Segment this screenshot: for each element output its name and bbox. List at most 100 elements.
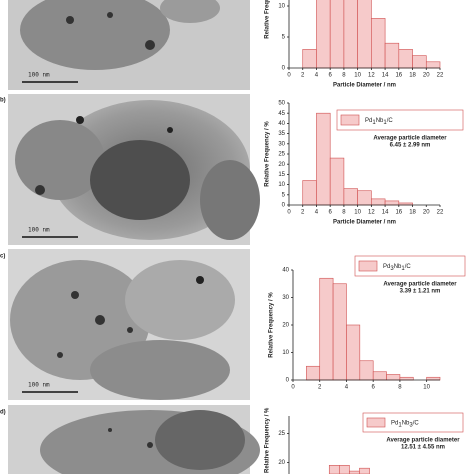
y-tick-label: 5	[282, 35, 286, 41]
bar	[357, 0, 372, 69]
legend-entry: Pd3Nb1/C	[383, 264, 411, 272]
bar	[343, 188, 358, 206]
y-tick-label: 0	[282, 203, 286, 209]
x-tick-label: 8	[342, 210, 346, 216]
bar	[343, 0, 358, 69]
x-tick-label: 16	[395, 73, 402, 79]
scale-bar-label: 100 nm	[28, 227, 50, 234]
y-tick-label: 10	[282, 350, 289, 356]
y-tick-label: 45	[278, 111, 285, 117]
y-tick-label: 30	[278, 141, 285, 147]
y-tick-label: 35	[278, 131, 285, 137]
x-tick-label: 14	[382, 73, 389, 79]
y-tick-label: 40	[282, 268, 289, 274]
y-tick-label: 20	[278, 460, 285, 466]
x-tick-label: 2	[301, 210, 305, 216]
y-axis-label: Relative Frequency / %	[265, 0, 271, 39]
legend-box	[354, 255, 466, 277]
panel-label: c)	[0, 254, 5, 260]
bar	[329, 157, 345, 206]
bar	[386, 374, 401, 381]
x-tick-label: 18	[409, 210, 416, 216]
x-tick-label: 2	[301, 73, 305, 79]
panel-label: d)	[0, 410, 6, 416]
bar	[359, 467, 370, 474]
bar	[357, 190, 372, 206]
bar	[339, 464, 350, 474]
bar	[425, 61, 441, 69]
x-tick-label: 6	[329, 210, 333, 216]
annotation: Average particle diameter	[386, 438, 460, 444]
bar	[371, 198, 386, 206]
tem-image-b	[8, 94, 260, 245]
annotation-value: 3.39 ± 1.21 nm	[400, 289, 441, 295]
bar	[412, 55, 427, 69]
x-tick-label: 14	[382, 210, 389, 216]
x-tick-label: 10	[354, 210, 361, 216]
bar	[346, 324, 361, 381]
x-tick-label: 20	[423, 210, 430, 216]
x-tick-label: 18	[409, 73, 416, 79]
bar	[332, 283, 347, 381]
x-tick-label: 12	[368, 210, 375, 216]
x-tick-label: 0	[287, 73, 291, 79]
tem-image-d	[8, 405, 260, 474]
bar	[398, 49, 413, 69]
y-tick-label: 0	[282, 66, 286, 72]
bar	[371, 18, 386, 69]
x-tick-label: 0	[291, 385, 295, 391]
legend-entry: Pd1Nb1/C	[365, 118, 393, 126]
x-tick-label: 4	[315, 73, 319, 79]
bar	[372, 371, 387, 381]
x-tick-label: 4	[315, 210, 319, 216]
x-tick-label: 12	[368, 73, 375, 79]
bar	[302, 180, 317, 206]
y-tick-label: 10	[278, 4, 285, 10]
legend-entry: Pd1Nb3/C	[391, 420, 419, 428]
y-tick-label: 0	[286, 378, 290, 384]
bar	[426, 376, 441, 381]
bar	[316, 0, 331, 69]
y-axis-label: Relative Frequency / %	[265, 407, 271, 473]
scale-bar-label: 100 nm	[28, 72, 50, 79]
bar	[316, 112, 331, 206]
bar	[329, 0, 345, 69]
y-tick-label: 20	[282, 323, 289, 329]
x-tick-label: 8	[398, 385, 402, 391]
legend-box	[362, 412, 464, 433]
panel-label: b)	[0, 98, 6, 104]
x-tick-label: 0	[287, 210, 291, 216]
x-tick-label: 16	[395, 210, 402, 216]
x-tick-label: 22	[437, 73, 444, 79]
x-tick-label: 8	[342, 73, 346, 79]
y-tick-label: 25	[278, 152, 285, 158]
x-axis-label: Particle Diameter / nm	[333, 83, 396, 89]
annotation: Average particle diameter	[383, 282, 457, 288]
x-axis-label: Particle Diameter / nm	[333, 220, 396, 226]
y-tick-label: 50	[278, 101, 285, 107]
tem-image-a	[8, 0, 250, 90]
x-tick-label: 10	[423, 385, 430, 391]
bar	[359, 360, 374, 381]
tem-image-c	[8, 249, 250, 400]
x-tick-label: 6	[372, 385, 376, 391]
y-tick-label: 25	[278, 431, 285, 437]
y-tick-label: 20	[278, 162, 285, 168]
annotation: Average particle diameter	[373, 136, 447, 142]
x-tick-label: 2	[318, 385, 322, 391]
y-tick-label: 40	[278, 121, 285, 127]
legend-box	[336, 109, 464, 131]
y-tick-label: 10	[278, 182, 285, 188]
y-tick-label: 15	[278, 172, 285, 178]
bar	[384, 42, 400, 69]
scale-bar-label: 100 nm	[28, 382, 50, 389]
bar	[399, 376, 414, 381]
legend-swatch	[358, 260, 378, 272]
legend-swatch	[366, 417, 386, 428]
legend-swatch	[340, 114, 360, 126]
x-tick-label: 22	[437, 210, 444, 216]
x-tick-label: 10	[354, 73, 361, 79]
x-tick-label: 6	[329, 73, 333, 79]
annotation-value: 6.45 ± 2.99 nm	[390, 143, 431, 149]
